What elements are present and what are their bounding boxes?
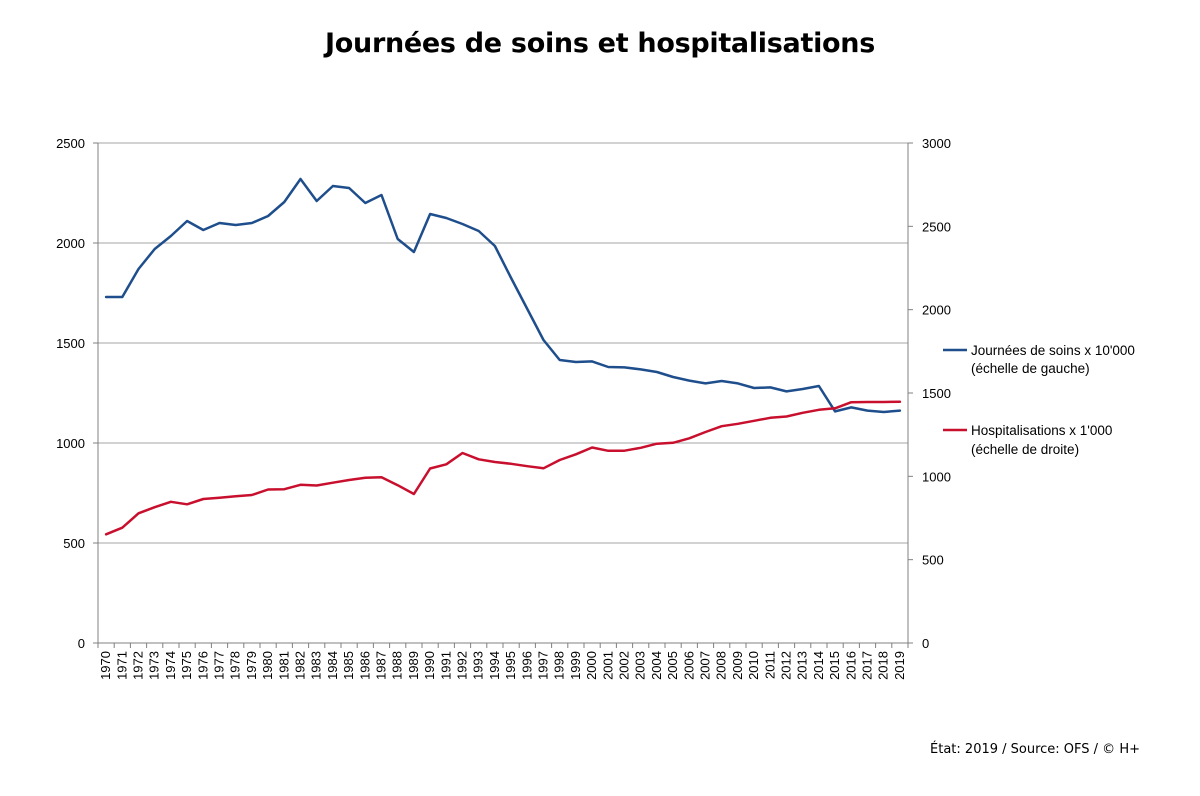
chart-title: Journées de soins et hospitalisations (325, 28, 875, 59)
x-tick-label: 1987 (374, 651, 389, 680)
x-tick-label: 2015 (827, 651, 842, 680)
legend-sublabel-red: (échelle de droite) (971, 442, 1079, 457)
legend: Journées de soins x 10'000 (échelle de g… (943, 343, 1135, 457)
y-left-tick-label: 1000 (56, 436, 85, 451)
y-left-tick-label: 500 (63, 536, 85, 551)
x-tick-label: 1994 (487, 651, 502, 680)
x-tick-label: 2019 (892, 651, 907, 680)
gridlines (98, 142, 908, 544)
x-tick-label: 1970 (98, 651, 113, 680)
x-tick-label: 2004 (649, 651, 664, 680)
x-tick-label: 2001 (600, 651, 615, 680)
x-tick-label: 2016 (843, 651, 858, 680)
y-axis-right-ticks: 0 500 1000 1500 2000 2500 3000 (908, 136, 951, 651)
x-tick-label: 1992 (455, 651, 470, 680)
x-tick-label: 1990 (422, 651, 437, 680)
legend-label-blue: Journées de soins x 10'000 (971, 343, 1135, 358)
y-left-tick-label: 0 (78, 636, 85, 651)
x-tick-label: 2006 (681, 651, 696, 680)
x-tick-label: 1996 (519, 651, 534, 680)
legend-sublabel-blue: (échelle de gauche) (971, 361, 1090, 376)
x-tick-label: 1984 (325, 651, 340, 680)
x-tick-label: 1975 (179, 651, 194, 680)
y-left-tick-label: 1500 (56, 336, 85, 351)
x-tick-label: 1999 (568, 651, 583, 680)
y-right-tick-label: 0 (922, 636, 929, 651)
source-footer: État: 2019 / Source: OFS / © H+ (930, 742, 1140, 757)
x-tick-label: 2007 (698, 651, 713, 680)
series-line-hospitalisations (104, 400, 902, 536)
x-tick-label: 1985 (341, 651, 356, 680)
x-tick-label: 2011 (762, 651, 777, 679)
x-tick-label: 2002 (617, 651, 632, 680)
y-right-tick-label: 500 (922, 553, 944, 568)
series-lines (104, 177, 902, 536)
x-tick-label: 1973 (147, 651, 162, 680)
x-tick-label: 2005 (665, 651, 680, 680)
y-left-tick-label: 2500 (56, 136, 85, 151)
x-axis-ticks: 1970 1971 1972 1973 1974 1975 1976 1977 1978 1979… (97, 643, 909, 680)
x-tick-label: 1993 (471, 651, 486, 680)
x-tick-label: 2012 (779, 651, 794, 680)
x-tick-label: 2000 (584, 651, 599, 680)
x-tick-label: 1974 (163, 651, 178, 680)
x-tick-label: 2017 (860, 651, 875, 680)
y-right-tick-label: 3000 (922, 136, 951, 151)
x-tick-label: 1972 (131, 651, 146, 680)
y-right-tick-label: 1500 (922, 386, 951, 401)
x-tick-label: 2008 (714, 651, 729, 680)
x-tick-label: 1978 (228, 651, 243, 680)
x-tick-label: 1971 (114, 651, 129, 680)
legend-label-red: Hospitalisations x 1'000 (971, 423, 1112, 438)
x-tick-label: 1986 (357, 651, 372, 680)
x-tick-label: 1982 (293, 651, 308, 680)
x-tick-label: 1991 (438, 651, 453, 680)
y-left-tick-label: 2000 (56, 236, 85, 251)
y-right-tick-label: 2500 (922, 219, 951, 234)
x-tick-label: 1997 (536, 651, 551, 680)
x-tick-label: 2009 (730, 651, 745, 680)
y-right-tick-label: 2000 (922, 303, 951, 318)
x-tick-label: 1983 (309, 651, 324, 680)
x-tick-label: 1977 (212, 651, 227, 680)
y-right-tick-label: 1000 (922, 469, 951, 484)
axes (97, 143, 909, 644)
x-tick-label: 1976 (195, 651, 210, 680)
x-tick-label: 1981 (276, 651, 291, 680)
x-tick-label: 2014 (811, 651, 826, 680)
x-tick-label: 1998 (552, 651, 567, 680)
x-tick-label: 1995 (503, 651, 518, 680)
x-tick-label: 2003 (633, 651, 648, 680)
x-tick-label: 1989 (406, 651, 421, 680)
x-tick-label: 2018 (876, 651, 891, 680)
x-tick-label: 1979 (244, 651, 259, 680)
x-tick-label: 1980 (260, 651, 275, 680)
x-tick-label: 2013 (795, 651, 810, 680)
y-axis-left-ticks: 0 500 1000 1500 2000 2500 (56, 136, 98, 651)
series-line-journees-de-soins (104, 177, 902, 414)
x-tick-label: 2010 (746, 651, 761, 680)
x-tick-label: 1988 (390, 651, 405, 680)
